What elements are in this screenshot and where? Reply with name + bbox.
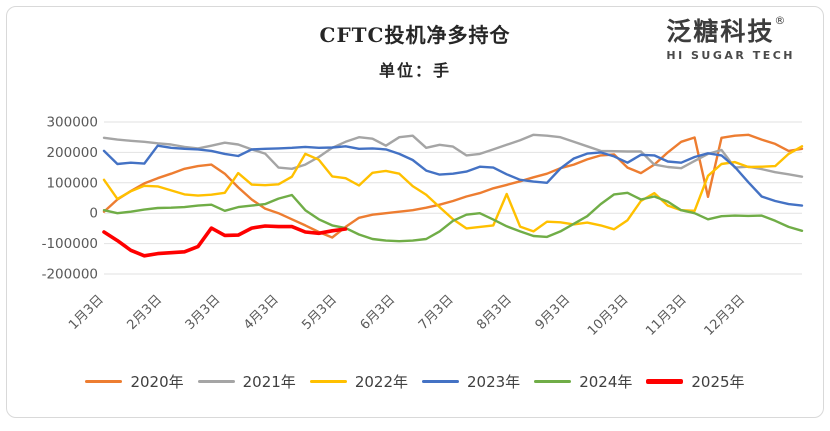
legend: 2020年 2021年 2022年 2023年 2024年 2025年 [7,371,823,392]
x-axis-tick-label: 4月3日 [241,292,282,333]
chart-canvas: 300000 200000 100000 0 -100000 -200000 1月3日 2月3… [42,115,804,339]
x-axis-tick-label: 6月3日 [358,292,399,333]
x-axis-tick-label: 9月3日 [533,292,574,333]
y-axis-tick-label: 0 [89,206,98,222]
legend-swatch [309,379,347,384]
legend-item-2022年[interactable]: 2022年 [309,371,408,392]
legend-label: 2025年 [691,373,745,391]
legend-label: 2024年 [579,373,633,391]
y-axis-tick-label: 300000 [46,115,98,131]
y-axis-tick-label: -200000 [42,267,98,283]
legend-label: 2020年 [130,373,184,391]
x-axis-tick-label: 10月3日 [585,292,632,339]
hi-sugar-tech-logo: 泛糖科技® HI SUGAR TECH [666,15,795,62]
registered-trademark-icon: ® [774,14,786,27]
series-line-2020年 [102,133,804,239]
x-axis-tick-label: 5月3日 [299,292,340,333]
series-line-2023年 [102,144,804,207]
legend-swatch [646,379,684,384]
legend-swatch [197,379,235,384]
legend-label: 2021年 [242,373,296,391]
legend-label: 2022年 [354,373,408,391]
series-line-2025年 [102,224,348,258]
y-axis-tick-label: 100000 [46,175,98,191]
x-axis-tick-label: 7月3日 [416,292,457,333]
x-axis-tick-label: 11月3日 [643,292,690,339]
y-axis-tick-label: -100000 [42,236,98,252]
legend-item-2020年[interactable]: 2020年 [85,371,184,392]
legend-swatch [534,379,572,384]
legend-item-2024年[interactable]: 2024年 [534,371,632,392]
x-axis-tick-label: 3月3日 [183,292,224,333]
chart-subtitle: 单位：手 [378,61,451,80]
legend-swatch [422,379,459,384]
logo-chinese-name: 泛糖科技 [666,17,775,46]
legend-swatch [85,379,123,384]
x-axis-tick-label: 2月3日 [124,292,165,333]
series-line-2021年 [102,133,804,178]
y-axis-tick-label: 200000 [46,145,98,161]
series-line-2024年 [102,191,804,243]
chart-title: CFTC投机净多持仓 [319,23,511,47]
legend-item-2025年[interactable]: 2025年 [646,371,745,392]
logo-tagline: HI SUGAR TECH [666,49,795,62]
legend-item-2023年[interactable]: 2023年 [422,371,520,392]
chart-card: CFTC投机净多持仓 单位：手 泛糖科技® HI SUGAR TECH 3000… [6,6,824,418]
x-axis-tick-label: 8月3日 [474,292,515,333]
legend-label: 2023年 [467,373,521,391]
legend-item-2021年[interactable]: 2021年 [197,371,296,392]
x-axis-tick-label: 1月3日 [66,292,107,333]
x-axis-tick-label: 12月3日 [702,292,749,339]
title-block: CFTC投机净多持仓 单位：手 [7,19,823,81]
